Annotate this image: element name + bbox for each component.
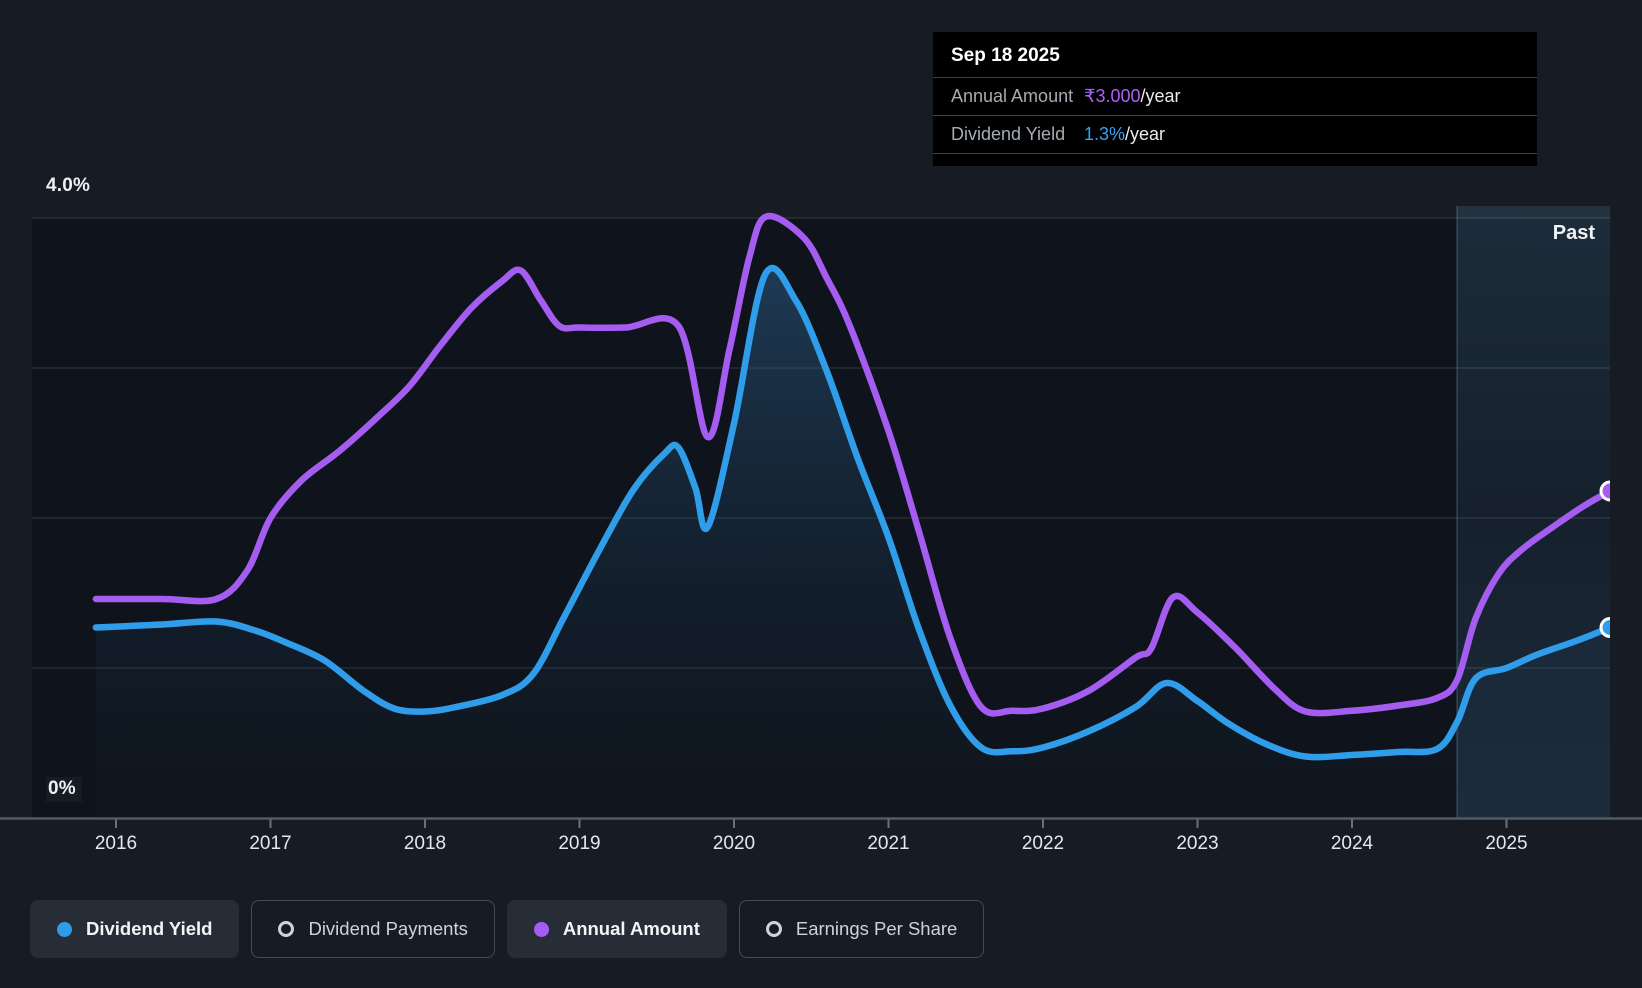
dividend-payments-ring-icon — [278, 921, 295, 937]
tooltip-row-dividend-yield: Dividend Yield 1.3%/year — [933, 115, 1537, 153]
tooltip-label: Annual Amount — [951, 86, 1074, 106]
dividend-yield-dot-icon — [57, 921, 72, 937]
legend-toggle-dividend-payments[interactable]: Dividend Payments — [251, 900, 495, 958]
tooltip-date: Sep 18 2025 — [951, 45, 1060, 66]
legend-label: Earnings Per Share — [795, 918, 958, 939]
tooltip-value: 1.3%/year — [1084, 124, 1166, 144]
chart-legend: Dividend Yield Dividend Payments Annual … — [30, 900, 985, 958]
earnings-per-share-ring-icon — [765, 921, 782, 937]
tooltip-row-annual-amount: Annual Amount ₹3.000/year — [933, 77, 1537, 115]
tooltip-bottom-rule — [933, 153, 1537, 166]
legend-label: Dividend Payments — [308, 918, 468, 939]
y-axis-min-label: 0% — [46, 777, 82, 802]
dividend-yield-end-marker — [1599, 617, 1610, 638]
past-region-label: Past — [1552, 222, 1595, 244]
legend-toggle-earnings-per-share[interactable]: Earnings Per Share — [738, 900, 985, 958]
legend-toggle-dividend-yield[interactable]: Dividend Yield — [30, 900, 240, 958]
dividend-yield-area — [95, 268, 1610, 819]
y-axis-max-label: 4.0% — [46, 175, 91, 196]
annual-amount-end-marker — [1599, 480, 1610, 502]
tooltip-value: ₹3.000/year — [1084, 86, 1181, 106]
annual-amount-line — [92, 212, 1610, 717]
annual-amount-dot-icon — [533, 921, 549, 937]
chart-tooltip: Sep 18 2025 Annual Amount ₹3.000/year Di… — [933, 32, 1537, 166]
legend-label: Dividend Yield — [86, 918, 213, 939]
legend-toggle-annual-amount[interactable]: Annual Amount — [506, 900, 727, 958]
dividend-yield-line — [92, 264, 1610, 761]
tooltip-label: Dividend Yield — [951, 124, 1066, 144]
legend-label: Annual Amount — [562, 918, 700, 939]
